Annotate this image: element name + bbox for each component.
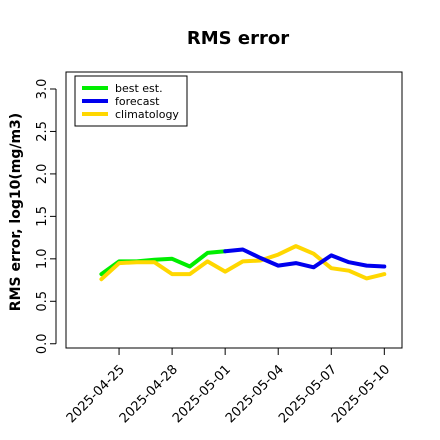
series-line-forecast xyxy=(223,247,387,270)
y-tick-label: 1.5 xyxy=(35,206,50,227)
chart-title: RMS error xyxy=(187,28,289,49)
x-axis: 2025-04-252025-04-282025-05-012025-05-04… xyxy=(64,347,393,426)
y-tick-label: 0.5 xyxy=(35,291,50,312)
y-axis: 0.0 0.5 1.0 1.5 2.0 2.5 3.0 xyxy=(35,79,57,354)
legend-label: climatology xyxy=(115,108,179,121)
series-layer xyxy=(99,244,387,282)
legend-label: forecast xyxy=(115,95,160,108)
y-tick-label: 2.0 xyxy=(35,164,50,185)
y-axis-label: RMS error, log10(mg/m3) xyxy=(8,113,24,311)
y-tick-label: 1.0 xyxy=(35,248,50,269)
y-tick-label: 2.5 xyxy=(35,121,50,142)
y-tick-label: 3.0 xyxy=(35,79,50,100)
y-tick-label: 0.0 xyxy=(35,333,50,354)
series-line-climatology xyxy=(99,244,387,282)
legend-label: best est. xyxy=(115,82,163,95)
